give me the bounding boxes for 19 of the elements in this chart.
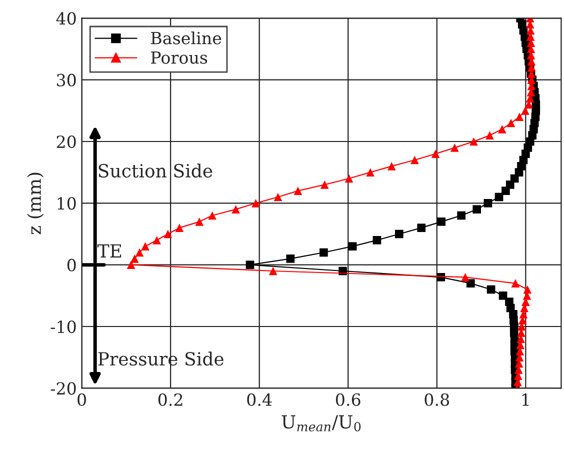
x-axis-title: U$_{mean}$/U$_{0}$ — [282, 415, 361, 432]
annotation: Suction Side — [98, 164, 212, 178]
x-tick-label: 0.2 — [158, 393, 182, 406]
x-tick-label: 0 — [78, 393, 86, 406]
y-tick-label: 0 — [67, 258, 76, 272]
x-tick-label: 0.4 — [247, 393, 272, 406]
legend-label: Baseline — [151, 31, 222, 44]
y-axis-title: z (mm) — [27, 172, 44, 234]
y-tick-label: 40 — [56, 12, 76, 25]
x-tick-label: 0.6 — [336, 393, 360, 406]
x-tick-label: 1 — [522, 393, 529, 406]
legend-label: Porous — [151, 51, 208, 64]
annotation: TE — [97, 244, 122, 258]
y-tick-label: 20 — [56, 135, 76, 148]
y-tick-label: 30 — [56, 74, 76, 86]
x-tick-label: 0.8 — [424, 393, 450, 406]
y-tick-label: 10 — [58, 197, 76, 210]
y-tick-label: -10 — [50, 320, 76, 334]
y-tick-label: -20 — [50, 382, 76, 395]
